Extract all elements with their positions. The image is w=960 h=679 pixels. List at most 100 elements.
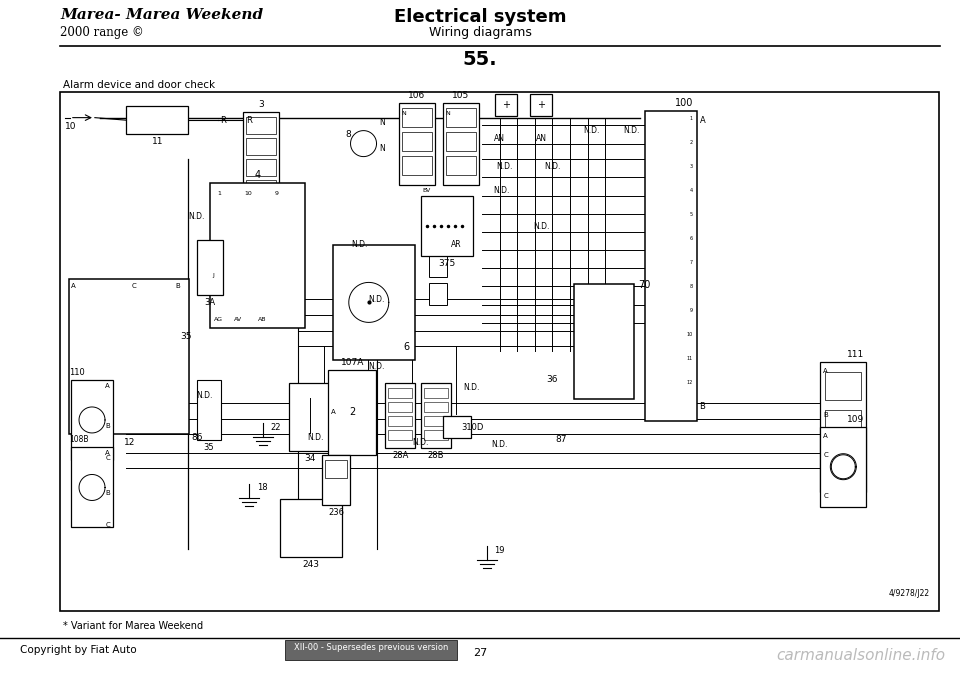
Text: 36: 36 — [546, 375, 558, 384]
Bar — [531, 94, 552, 116]
Text: 10: 10 — [65, 122, 77, 130]
Text: 5: 5 — [689, 213, 692, 217]
Bar — [389, 430, 413, 439]
Text: AN: AN — [537, 134, 547, 143]
Bar — [246, 181, 276, 198]
Text: 4/9278/J22: 4/9278/J22 — [889, 589, 930, 598]
Bar — [386, 382, 416, 447]
Text: C: C — [106, 522, 110, 528]
Text: AN: AN — [494, 134, 505, 143]
Bar — [389, 416, 413, 426]
Bar — [328, 369, 376, 454]
Text: AB: AB — [258, 316, 266, 322]
Bar — [69, 278, 189, 434]
Text: 3: 3 — [258, 100, 264, 109]
Text: 6: 6 — [689, 236, 692, 242]
Text: 236: 236 — [328, 509, 345, 517]
Text: 8: 8 — [689, 285, 692, 289]
Bar — [820, 426, 866, 507]
Text: 22: 22 — [271, 422, 281, 432]
Text: 28A: 28A — [393, 451, 409, 460]
Text: AG: AG — [214, 316, 223, 322]
Text: 87: 87 — [556, 435, 567, 444]
Text: N: N — [401, 111, 406, 116]
Bar — [826, 409, 861, 438]
Text: 12: 12 — [686, 380, 692, 386]
Text: C: C — [824, 493, 828, 498]
Text: Alarm device and door check: Alarm device and door check — [63, 80, 215, 90]
Text: 100: 100 — [675, 98, 694, 109]
Bar — [429, 283, 447, 306]
Bar — [280, 500, 342, 557]
Text: 375: 375 — [438, 259, 455, 268]
Bar — [246, 117, 276, 134]
Bar — [423, 430, 447, 439]
Text: N.D.: N.D. — [351, 240, 368, 249]
Bar — [197, 380, 221, 440]
Bar — [401, 132, 432, 151]
Bar — [644, 111, 697, 422]
Bar — [445, 108, 475, 127]
Bar — [246, 160, 276, 177]
Bar — [197, 240, 223, 295]
Text: 12: 12 — [124, 438, 135, 447]
Text: Marea- Marea Weekend: Marea- Marea Weekend — [60, 8, 263, 22]
Bar — [495, 94, 517, 116]
Text: A: A — [71, 282, 76, 289]
Text: N.D.: N.D. — [188, 212, 204, 221]
Text: C: C — [106, 455, 110, 461]
Text: B: B — [106, 423, 110, 429]
Text: 9: 9 — [689, 308, 692, 314]
Text: BV: BV — [422, 187, 431, 193]
Bar — [401, 156, 432, 175]
Bar — [443, 103, 479, 185]
Bar — [420, 196, 472, 255]
Bar — [71, 447, 113, 528]
Text: 105: 105 — [452, 91, 469, 100]
Bar — [243, 113, 279, 202]
Bar — [325, 460, 348, 478]
Bar — [323, 456, 350, 505]
Bar — [445, 132, 475, 151]
Text: B: B — [824, 411, 828, 418]
Text: 107A: 107A — [341, 358, 364, 367]
Text: N.D.: N.D. — [623, 126, 639, 135]
Bar — [420, 382, 450, 447]
Text: N.D.: N.D. — [534, 222, 550, 232]
Text: A: A — [824, 433, 828, 439]
Text: 4: 4 — [254, 170, 260, 179]
Bar — [826, 372, 861, 400]
Text: 55.: 55. — [463, 50, 497, 69]
Text: B: B — [176, 282, 180, 289]
Text: 9: 9 — [275, 191, 278, 196]
Text: 106: 106 — [408, 91, 425, 100]
Text: N.D.: N.D. — [584, 126, 600, 135]
Bar — [423, 416, 447, 426]
Bar — [401, 108, 432, 127]
Text: carmanualsonline.info: carmanualsonline.info — [776, 648, 945, 663]
Text: 18: 18 — [257, 483, 268, 492]
Text: 109: 109 — [847, 415, 864, 424]
Bar — [289, 382, 331, 451]
Text: 11: 11 — [152, 137, 163, 146]
Text: 3: 3 — [689, 164, 692, 169]
Text: 34: 34 — [304, 454, 316, 462]
Text: 4: 4 — [689, 188, 692, 194]
Text: N.D.: N.D. — [369, 363, 385, 371]
Text: 8: 8 — [346, 130, 351, 139]
Text: AR: AR — [450, 240, 461, 249]
Bar — [574, 284, 635, 399]
Text: A: A — [106, 450, 110, 456]
Text: R: R — [247, 116, 252, 125]
Text: AV: AV — [234, 316, 242, 322]
Text: N.D.: N.D. — [544, 162, 561, 172]
Text: N: N — [445, 111, 450, 116]
Text: 111: 111 — [847, 350, 864, 359]
Text: N.D.: N.D. — [493, 186, 510, 195]
Text: 2: 2 — [349, 407, 355, 417]
Bar — [389, 401, 413, 411]
Text: 2000 range ©: 2000 range © — [60, 26, 144, 39]
Text: B: B — [106, 490, 110, 496]
Text: 310D: 310D — [462, 423, 484, 432]
Text: N.D.: N.D. — [369, 295, 385, 304]
